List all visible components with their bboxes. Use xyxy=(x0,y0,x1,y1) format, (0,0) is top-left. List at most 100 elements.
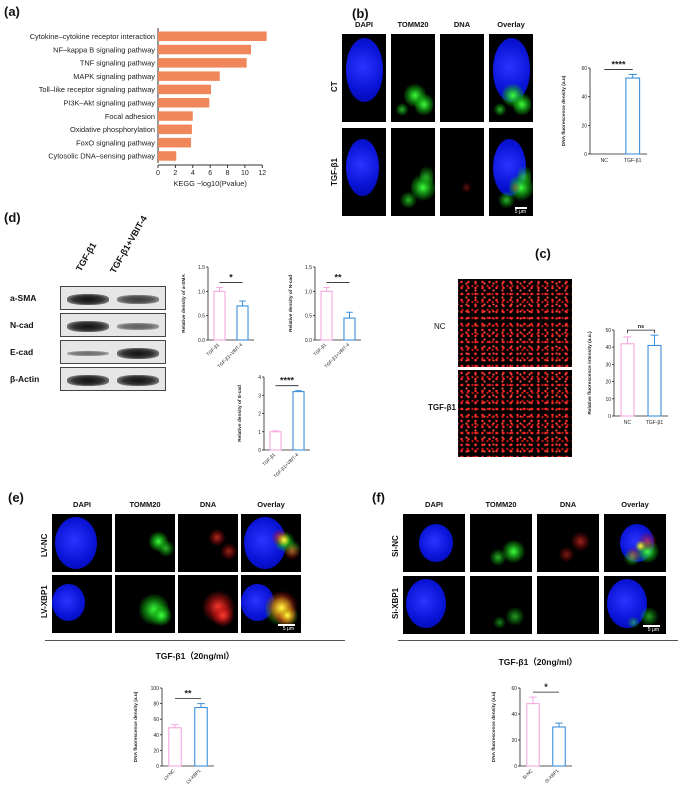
scale-bar xyxy=(278,624,295,626)
y-tick-label: 20 xyxy=(605,380,611,386)
bar-tgf-1-vbit-4 xyxy=(236,305,249,341)
tomm20-signal xyxy=(625,616,642,629)
x-axis-label: KEGG −log10(Pvalue) xyxy=(173,179,246,188)
y-tick-label: 0 xyxy=(514,764,517,770)
bar-lv-xbp1 xyxy=(194,706,208,767)
x-tick-label: 4 xyxy=(191,170,195,177)
category-label: LV-NC xyxy=(163,768,176,781)
y-tick-label: 20 xyxy=(581,123,587,129)
dna-signal xyxy=(211,604,235,628)
panel-f-bar-chart: 0 20 40 60 Si-NC Si-XBP1 * DNA fluorescence den… xyxy=(491,682,572,784)
bar-7 xyxy=(158,111,193,121)
nucleus xyxy=(52,583,85,622)
micrograph-overlay xyxy=(489,34,533,122)
category-label: NC xyxy=(624,420,632,426)
dna-signal xyxy=(220,543,238,561)
tomm20-signal xyxy=(415,91,433,118)
y-tick-label: 1.0 xyxy=(198,289,205,295)
column-header-dapi: DAPI xyxy=(355,20,373,29)
column-header-dapi: DAPI xyxy=(425,500,443,509)
y-tick-label: 60 xyxy=(581,66,587,72)
band xyxy=(117,375,159,386)
treatment-label: TGF-β1（20ng/ml） xyxy=(155,651,235,661)
micrograph-tomm20 xyxy=(470,514,532,572)
y-axis-label: DNA fluorescence density (a.u) xyxy=(491,691,497,762)
y-tick-label: 1 xyxy=(258,430,261,436)
band xyxy=(117,348,159,359)
bar-lv-nc xyxy=(168,727,182,767)
y-tick-label: 100 xyxy=(151,686,160,692)
panel-label-a: (a) xyxy=(4,4,20,19)
micrograph-dna xyxy=(178,514,238,572)
micrograph-dapi xyxy=(342,34,386,122)
blot-label-1: a-SMA xyxy=(10,293,37,303)
micrograph-dapi xyxy=(403,576,465,634)
bar-si-xbp1 xyxy=(552,726,566,767)
category-label: TGF-β1+VBIT-4 xyxy=(273,452,300,479)
bar-6 xyxy=(158,98,210,108)
column-header-tomm20: TOMM20 xyxy=(397,20,429,29)
tomm20-signal xyxy=(157,540,175,558)
x-tick-label: 2 xyxy=(173,170,177,177)
y-tick-label: 30 xyxy=(605,362,611,368)
row-label-tgf-1: TGF-β1 xyxy=(330,158,339,186)
category-label: PI3K–Akt signaling pathway xyxy=(63,99,155,108)
band xyxy=(117,295,159,304)
x-tick-label: 12 xyxy=(258,170,266,177)
y-tick-label: 20 xyxy=(511,738,517,744)
significance-label: ns xyxy=(638,324,644,330)
dna-signal xyxy=(511,180,520,194)
bar-tgf-1 xyxy=(213,290,226,341)
dna-signal xyxy=(283,543,301,561)
micrograph-overlay xyxy=(241,514,301,572)
y-tick-label: 40 xyxy=(605,345,611,351)
panel-label-c: (c) xyxy=(535,246,551,261)
fluorescence-image-tgf-b1 xyxy=(458,370,572,457)
significance-label: ** xyxy=(184,689,192,699)
band xyxy=(67,294,109,305)
category-label: NC xyxy=(601,158,609,164)
y-tick-label: 40 xyxy=(511,712,517,718)
tomm20-signal xyxy=(419,163,433,190)
band xyxy=(67,321,109,332)
column-header-tomm20: TOMM20 xyxy=(485,500,517,509)
x-tick-label: 8 xyxy=(226,170,230,177)
scale-bar xyxy=(642,625,660,627)
micrograph-tomm20 xyxy=(470,576,532,634)
row-label-lv-xbp1: LV-XBP1 xyxy=(40,585,49,618)
row-label-nc: NC xyxy=(434,322,446,331)
micrograph-tomm20 xyxy=(115,575,175,633)
band xyxy=(67,350,109,357)
tomm20-signal xyxy=(493,102,507,116)
column-header-overlay: Overlay xyxy=(497,20,525,29)
bar-tgf-1-vbit-4 xyxy=(343,317,356,341)
category-label: LV-XBP1 xyxy=(185,768,202,785)
colocalization-signal xyxy=(278,532,291,548)
row-label-si-xbp1: Si-XBP1 xyxy=(391,587,400,619)
lane-label-1: TGF-β1 xyxy=(74,240,99,273)
column-header-dna: DNA xyxy=(199,500,217,509)
category-label: TNF signaling pathway xyxy=(80,59,155,68)
y-tick-label: 0 xyxy=(608,414,611,420)
category-label: TGF-β1 xyxy=(646,420,664,426)
tomm20-signal xyxy=(395,102,409,116)
y-tick-label: 1.0 xyxy=(305,289,312,295)
micrograph-dna xyxy=(178,575,238,633)
significance-label: ** xyxy=(334,272,342,282)
blot-strip-2 xyxy=(60,313,166,337)
bar-3 xyxy=(158,58,247,68)
micrograph-dna xyxy=(440,34,484,122)
bar-5 xyxy=(158,84,212,95)
y-tick-label: 0.5 xyxy=(198,314,205,320)
micrograph-overlay: 5 μm xyxy=(489,128,533,216)
category-label: MAPK signaling pathway xyxy=(73,72,155,81)
category-label: TGF-β1 xyxy=(261,452,276,467)
bar-si-nc xyxy=(526,703,540,767)
y-tick-label: 0.0 xyxy=(305,338,312,344)
category-label: TGF-β1 xyxy=(312,342,327,357)
y-tick-label: 0 xyxy=(258,448,261,454)
fluorescence-image-nc xyxy=(458,279,572,367)
band xyxy=(117,323,159,330)
significance-label: **** xyxy=(611,59,626,69)
micrograph-dapi xyxy=(342,128,386,216)
